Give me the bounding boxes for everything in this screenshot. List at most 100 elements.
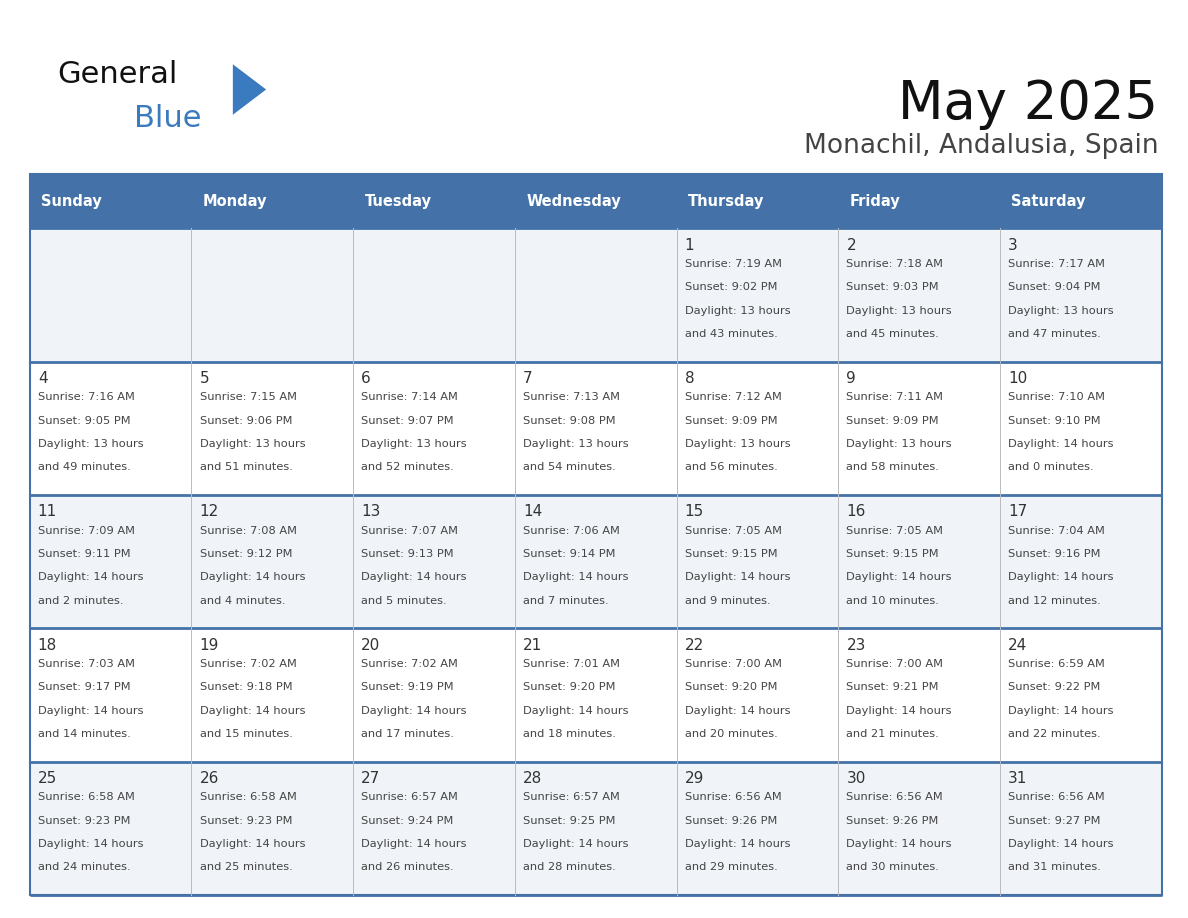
Text: Daylight: 13 hours: Daylight: 13 hours: [684, 306, 790, 316]
Text: Sunrise: 7:09 AM: Sunrise: 7:09 AM: [38, 526, 134, 536]
Bar: [191, 362, 353, 495]
Text: 23: 23: [847, 638, 866, 653]
Text: Sunset: 9:06 PM: Sunset: 9:06 PM: [200, 416, 292, 426]
Text: Sunset: 9:26 PM: Sunset: 9:26 PM: [847, 816, 939, 825]
Bar: [839, 362, 1000, 495]
Text: Sunset: 9:12 PM: Sunset: 9:12 PM: [200, 549, 292, 559]
Text: Sunset: 9:07 PM: Sunset: 9:07 PM: [361, 416, 454, 426]
Text: and 22 minutes.: and 22 minutes.: [1009, 729, 1101, 739]
Text: Sunrise: 6:57 AM: Sunrise: 6:57 AM: [523, 792, 620, 802]
Bar: [1000, 629, 1162, 762]
Text: Sunset: 9:17 PM: Sunset: 9:17 PM: [38, 682, 131, 692]
Text: Sunrise: 7:05 AM: Sunrise: 7:05 AM: [684, 526, 782, 536]
Text: Sunset: 9:25 PM: Sunset: 9:25 PM: [523, 816, 615, 825]
Text: and 28 minutes.: and 28 minutes.: [523, 862, 615, 872]
Text: and 29 minutes.: and 29 minutes.: [684, 862, 777, 872]
Text: Sunset: 9:18 PM: Sunset: 9:18 PM: [200, 682, 292, 692]
Text: Sunrise: 6:59 AM: Sunrise: 6:59 AM: [1009, 659, 1105, 669]
Text: Sunrise: 7:04 AM: Sunrise: 7:04 AM: [1009, 526, 1105, 536]
Bar: [514, 762, 677, 895]
Text: Sunrise: 7:13 AM: Sunrise: 7:13 AM: [523, 393, 620, 402]
Text: Daylight: 14 hours: Daylight: 14 hours: [523, 573, 628, 582]
Bar: [514, 229, 677, 362]
Text: Daylight: 13 hours: Daylight: 13 hours: [361, 439, 467, 449]
Text: Sunrise: 7:11 AM: Sunrise: 7:11 AM: [847, 393, 943, 402]
Text: Sunset: 9:19 PM: Sunset: 9:19 PM: [361, 682, 454, 692]
Text: Sunrise: 7:00 AM: Sunrise: 7:00 AM: [847, 659, 943, 669]
Text: Sunset: 9:26 PM: Sunset: 9:26 PM: [684, 816, 777, 825]
Text: Daylight: 14 hours: Daylight: 14 hours: [38, 573, 144, 582]
Text: Daylight: 13 hours: Daylight: 13 hours: [1009, 306, 1114, 316]
Text: Sunrise: 7:01 AM: Sunrise: 7:01 AM: [523, 659, 620, 669]
Text: Daylight: 14 hours: Daylight: 14 hours: [684, 573, 790, 582]
Text: Sunset: 9:16 PM: Sunset: 9:16 PM: [1009, 549, 1101, 559]
Bar: [1000, 495, 1162, 629]
Text: Sunset: 9:11 PM: Sunset: 9:11 PM: [38, 549, 131, 559]
Text: and 21 minutes.: and 21 minutes.: [847, 729, 940, 739]
Bar: [677, 229, 839, 362]
Bar: [191, 762, 353, 895]
Text: Sunrise: 7:14 AM: Sunrise: 7:14 AM: [361, 393, 459, 402]
Text: 12: 12: [200, 504, 219, 520]
Text: Daylight: 13 hours: Daylight: 13 hours: [523, 439, 628, 449]
Text: and 52 minutes.: and 52 minutes.: [361, 463, 454, 473]
Bar: [30, 174, 191, 229]
Text: Daylight: 13 hours: Daylight: 13 hours: [847, 306, 952, 316]
Text: Sunrise: 7:08 AM: Sunrise: 7:08 AM: [200, 526, 297, 536]
Bar: [353, 495, 514, 629]
Text: Sunrise: 7:02 AM: Sunrise: 7:02 AM: [361, 659, 459, 669]
Text: Sunset: 9:03 PM: Sunset: 9:03 PM: [847, 283, 939, 293]
Text: Daylight: 13 hours: Daylight: 13 hours: [200, 439, 305, 449]
Text: Friday: Friday: [849, 194, 901, 209]
Text: and 12 minutes.: and 12 minutes.: [1009, 596, 1101, 606]
Bar: [514, 629, 677, 762]
Text: Sunset: 9:09 PM: Sunset: 9:09 PM: [847, 416, 939, 426]
Bar: [677, 629, 839, 762]
Text: Sunset: 9:20 PM: Sunset: 9:20 PM: [684, 682, 777, 692]
Bar: [839, 229, 1000, 362]
Text: and 25 minutes.: and 25 minutes.: [200, 862, 292, 872]
Text: Daylight: 14 hours: Daylight: 14 hours: [200, 573, 305, 582]
Text: 3: 3: [1009, 238, 1018, 252]
Text: and 47 minutes.: and 47 minutes.: [1009, 330, 1101, 339]
Text: Daylight: 14 hours: Daylight: 14 hours: [847, 706, 952, 716]
Text: 7: 7: [523, 371, 532, 386]
Text: and 15 minutes.: and 15 minutes.: [200, 729, 292, 739]
Text: Daylight: 13 hours: Daylight: 13 hours: [847, 439, 952, 449]
Text: General: General: [57, 60, 177, 89]
Bar: [839, 174, 1000, 229]
Text: Sunset: 9:27 PM: Sunset: 9:27 PM: [1009, 816, 1101, 825]
Text: Daylight: 14 hours: Daylight: 14 hours: [361, 706, 467, 716]
Bar: [191, 495, 353, 629]
Text: and 5 minutes.: and 5 minutes.: [361, 596, 447, 606]
Bar: [839, 495, 1000, 629]
Bar: [514, 174, 677, 229]
Bar: [30, 762, 191, 895]
Text: Sunrise: 7:05 AM: Sunrise: 7:05 AM: [847, 526, 943, 536]
Text: 15: 15: [684, 504, 704, 520]
Bar: [30, 495, 191, 629]
Text: Sunrise: 7:10 AM: Sunrise: 7:10 AM: [1009, 393, 1105, 402]
Text: 27: 27: [361, 771, 380, 786]
Text: Thursday: Thursday: [688, 194, 764, 209]
Text: and 49 minutes.: and 49 minutes.: [38, 463, 131, 473]
Text: Sunrise: 6:58 AM: Sunrise: 6:58 AM: [38, 792, 134, 802]
Text: Sunrise: 7:03 AM: Sunrise: 7:03 AM: [38, 659, 134, 669]
Text: Tuesday: Tuesday: [365, 194, 431, 209]
Text: Sunrise: 7:06 AM: Sunrise: 7:06 AM: [523, 526, 620, 536]
Text: 26: 26: [200, 771, 219, 786]
Text: Daylight: 14 hours: Daylight: 14 hours: [1009, 706, 1113, 716]
Bar: [191, 229, 353, 362]
Text: Daylight: 14 hours: Daylight: 14 hours: [38, 839, 144, 849]
Text: Daylight: 14 hours: Daylight: 14 hours: [1009, 573, 1113, 582]
Text: and 56 minutes.: and 56 minutes.: [684, 463, 777, 473]
Text: and 10 minutes.: and 10 minutes.: [847, 596, 940, 606]
Text: Sunrise: 7:07 AM: Sunrise: 7:07 AM: [361, 526, 459, 536]
Text: Daylight: 13 hours: Daylight: 13 hours: [38, 439, 144, 449]
Text: Daylight: 14 hours: Daylight: 14 hours: [200, 706, 305, 716]
Text: Sunday: Sunday: [42, 194, 102, 209]
Text: Sunrise: 6:58 AM: Sunrise: 6:58 AM: [200, 792, 296, 802]
Text: and 20 minutes.: and 20 minutes.: [684, 729, 777, 739]
Bar: [191, 629, 353, 762]
Text: 17: 17: [1009, 504, 1028, 520]
